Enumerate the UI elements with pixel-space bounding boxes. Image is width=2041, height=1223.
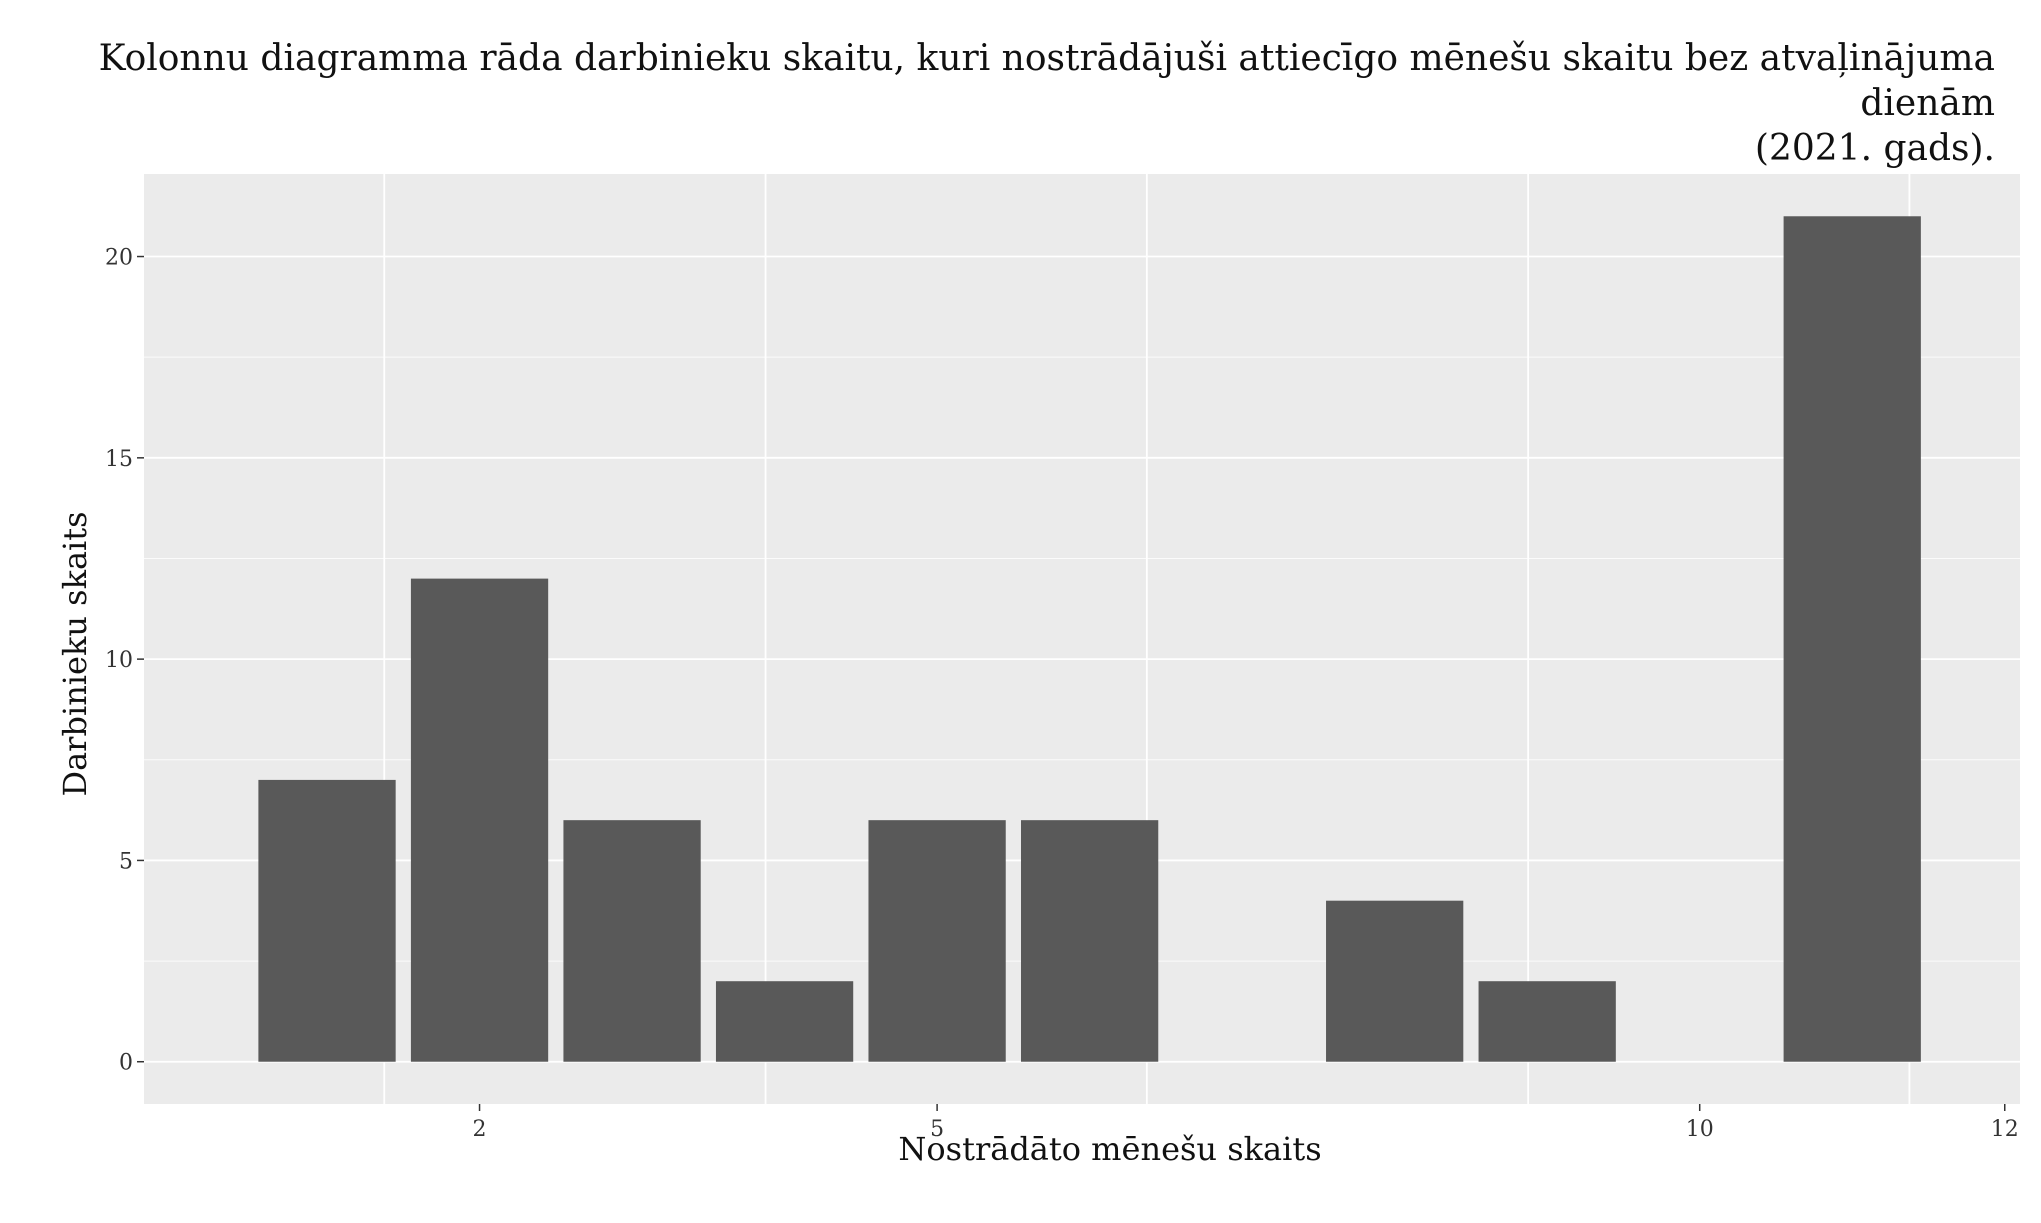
x-axis: 2 5 10 12	[473, 1104, 2019, 1142]
chart-title-line-1: Kolonnu diagramma rāda darbinieku skaitu…	[98, 38, 1995, 124]
y-tick-label: 5	[119, 849, 133, 874]
y-tick-label: 0	[119, 1051, 133, 1076]
chart-title-line-2: (2021. gads).	[1754, 128, 1995, 169]
bar-3	[563, 820, 701, 1062]
bar-2	[410, 578, 549, 1062]
bar-6	[1020, 820, 1159, 1062]
bar-5	[868, 820, 1006, 1062]
x-axis-title: Nostrādāto mēnešu skaits	[898, 1130, 1321, 1168]
bar-4	[715, 981, 854, 1062]
bar-8	[1326, 900, 1464, 1062]
bar-9	[1478, 981, 1616, 1062]
chart-title: Kolonnu diagramma rāda darbinieku skaitu…	[95, 36, 1995, 171]
y-tick-label: 10	[105, 648, 133, 673]
y-axis-title: Darbinieku skaits	[56, 511, 94, 796]
x-tick-label: 10	[1686, 1117, 1714, 1142]
x-tick-label: 2	[473, 1117, 487, 1142]
x-tick-label: 12	[1991, 1117, 2019, 1142]
y-axis: 0 5 10 15 20	[105, 246, 144, 1076]
y-tick-label: 15	[105, 447, 133, 472]
bars	[258, 216, 1921, 1062]
bar-1	[258, 779, 396, 1062]
x-tick-label: 5	[930, 1117, 944, 1142]
bar-11	[1783, 216, 1921, 1062]
y-tick-label: 20	[105, 246, 133, 271]
